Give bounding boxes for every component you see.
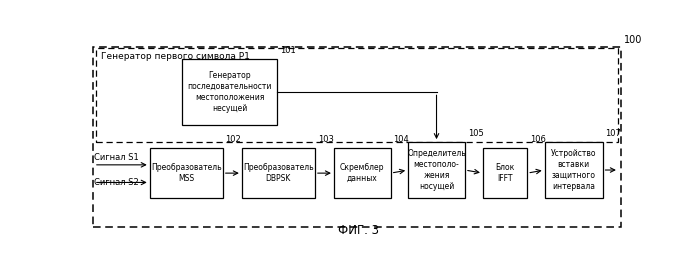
Text: Сигнал S2: Сигнал S2 (94, 178, 138, 187)
Text: Преобразователь
MSS: Преобразователь MSS (151, 163, 222, 183)
Text: ФИГ. 3: ФИГ. 3 (338, 224, 379, 237)
Text: Генератор первого символа P1: Генератор первого символа P1 (101, 52, 250, 61)
Bar (182, 59, 277, 125)
Text: 107: 107 (605, 129, 621, 138)
Text: 100: 100 (624, 35, 642, 45)
Text: Устройство
вставки
защитного
интервала: Устройство вставки защитного интервала (551, 149, 596, 191)
Text: 106: 106 (530, 135, 546, 144)
Bar (483, 148, 527, 198)
Text: Генератор
последовательности
местоположения
несущей: Генератор последовательности местоположе… (187, 71, 272, 114)
Text: Определитель
местополо-
жения
носущей: Определитель местополо- жения носущей (407, 149, 466, 191)
Text: Блок
IFFT: Блок IFFT (496, 163, 514, 183)
Bar (96, 48, 618, 142)
Text: 102: 102 (226, 135, 241, 144)
Bar (93, 47, 621, 227)
Bar (545, 142, 603, 198)
Bar (334, 148, 391, 198)
Text: 103: 103 (317, 135, 333, 144)
Text: 101: 101 (280, 46, 296, 55)
Text: Преобразователь
DBPSK: Преобразователь DBPSK (243, 163, 314, 183)
Bar (242, 148, 315, 198)
Bar (150, 148, 223, 198)
Text: 104: 104 (394, 135, 409, 144)
Text: 105: 105 (468, 129, 484, 138)
Bar (408, 142, 465, 198)
Text: Скремблер
данных: Скремблер данных (340, 163, 384, 183)
Text: Сигнал S1: Сигнал S1 (94, 153, 138, 162)
